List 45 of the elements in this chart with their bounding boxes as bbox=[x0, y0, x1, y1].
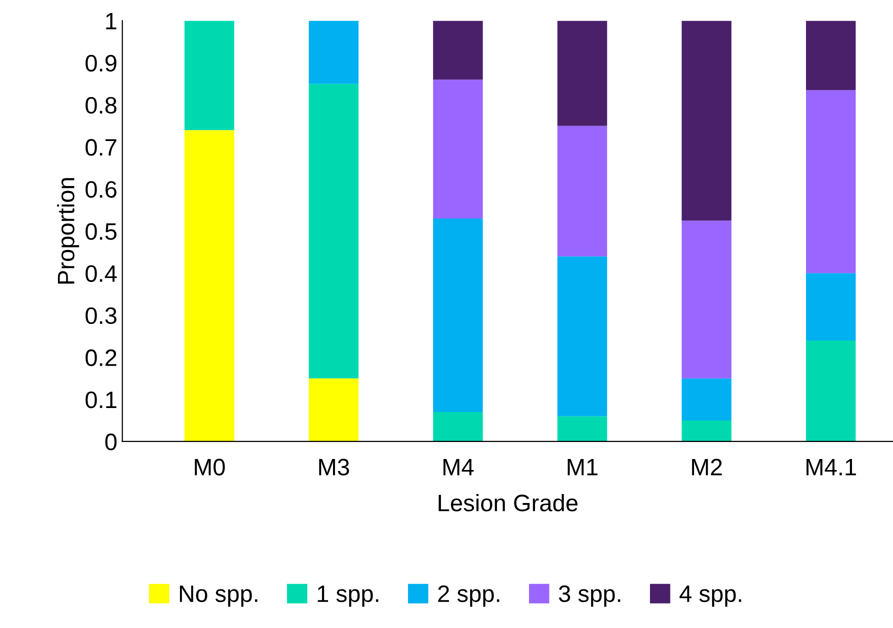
x-tick-label: M2 bbox=[692, 458, 722, 476]
bar bbox=[557, 256, 608, 416]
bar bbox=[682, 378, 732, 420]
y-tick-label: 0.7 bbox=[86, 139, 116, 156]
y-tick-label: 0.2 bbox=[86, 349, 116, 366]
x-tick-label: M1 bbox=[568, 459, 598, 476]
bar bbox=[433, 412, 483, 442]
bar bbox=[557, 20, 608, 126]
legend-label: No spp. bbox=[180, 586, 258, 607]
y-tick-label: 0.4 bbox=[86, 265, 117, 282]
y-tick-label: 0.3 bbox=[86, 307, 116, 324]
legend-label: 1 spp. bbox=[318, 586, 378, 607]
bar bbox=[184, 130, 234, 442]
bar bbox=[184, 20, 234, 130]
y-tick-label: 0.5 bbox=[86, 223, 116, 240]
bar bbox=[557, 126, 608, 256]
bar bbox=[806, 273, 856, 340]
x-tick-label: M3 bbox=[319, 458, 350, 476]
bar bbox=[308, 20, 359, 84]
bar bbox=[557, 416, 608, 442]
legend-label: 2 spp. bbox=[438, 585, 500, 607]
legend-label: 4 spp. bbox=[680, 586, 742, 607]
bar bbox=[682, 20, 732, 221]
bar bbox=[433, 20, 483, 80]
y-tick-label: 0.8 bbox=[86, 96, 116, 114]
bar bbox=[308, 378, 359, 442]
y-tick-label: 0.9 bbox=[86, 54, 116, 72]
legend-label: 3 spp. bbox=[558, 585, 620, 607]
bar bbox=[682, 220, 732, 378]
x-tick-label: M4 bbox=[443, 459, 474, 476]
bar bbox=[308, 84, 359, 378]
bar bbox=[433, 80, 483, 218]
y-tick-label: 0 bbox=[105, 434, 117, 450]
bar bbox=[682, 420, 732, 442]
y-axis-title: Proportion bbox=[57, 178, 80, 284]
y-tick-label: 1 bbox=[106, 13, 116, 30]
y-tick-label: 0.1 bbox=[86, 391, 116, 408]
x-axis-title: Lesion Grade bbox=[438, 494, 578, 512]
bar bbox=[806, 20, 856, 90]
y-tick-label: 0.6 bbox=[86, 181, 116, 198]
bar bbox=[806, 90, 856, 274]
bar bbox=[433, 218, 483, 412]
x-tick-label: M0 bbox=[194, 458, 225, 476]
bar bbox=[806, 340, 856, 442]
x-tick-label: M4.1 bbox=[806, 459, 856, 476]
